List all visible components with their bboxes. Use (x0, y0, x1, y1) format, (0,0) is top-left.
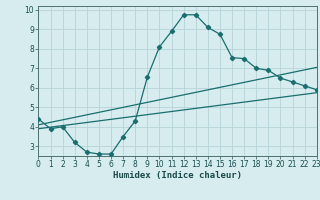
X-axis label: Humidex (Indice chaleur): Humidex (Indice chaleur) (113, 171, 242, 180)
